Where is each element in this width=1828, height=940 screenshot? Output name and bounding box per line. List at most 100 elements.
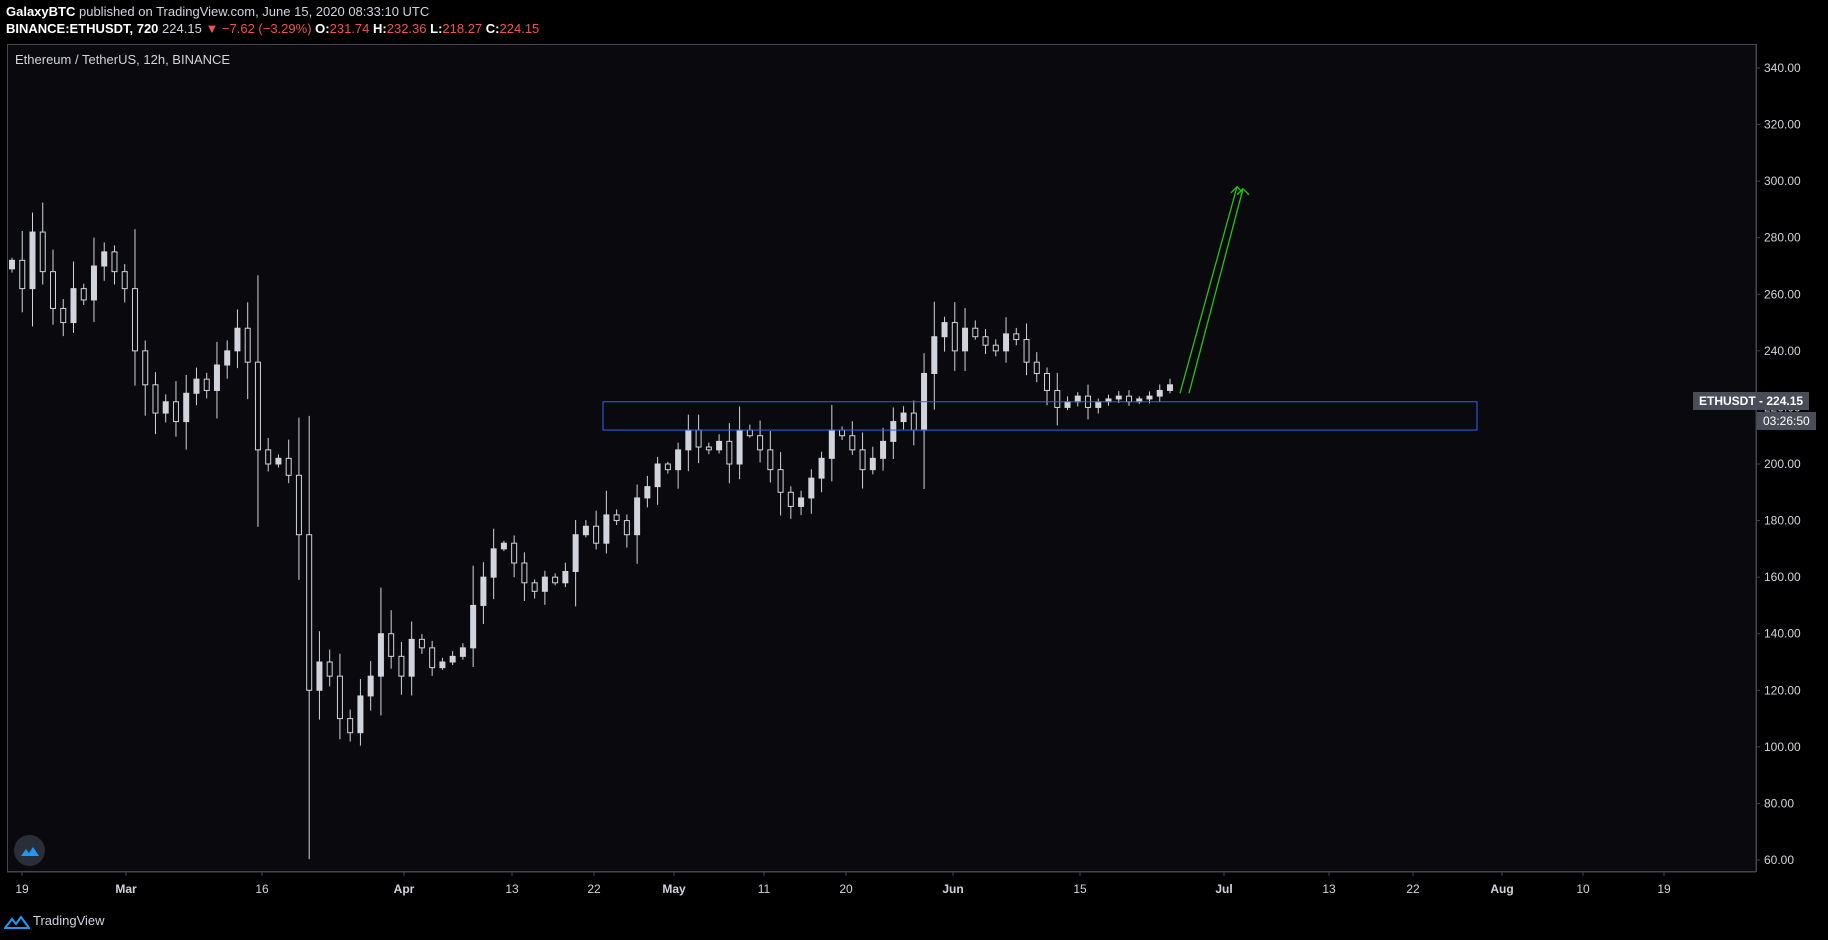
candle-body (859, 449, 866, 471)
candle-body (972, 327, 979, 338)
tradingview-logo-badge[interactable] (14, 835, 45, 866)
candle-body (244, 327, 251, 363)
time-tick-label: 19 (1657, 882, 1671, 896)
footer-bar (0, 908, 1828, 940)
time-tick-label: Mar (115, 882, 137, 896)
candle-body (459, 647, 466, 657)
candle-body (306, 534, 313, 691)
price-tick-label: 180.00 (1764, 514, 1801, 528)
candle-body (818, 457, 825, 479)
last-price: 224.15 (162, 21, 202, 36)
candle-body (787, 491, 794, 507)
time-axis[interactable]: 19 Mar 16 Apr 13 22 May 11 20 Jun 15 Jul 13 22 Aug 10 19 (15, 872, 1671, 896)
candle-body (828, 429, 835, 459)
candle-body (408, 638, 415, 677)
candle-body (941, 322, 948, 338)
candle-body (285, 457, 292, 476)
price-tag-value: 224.15 (1766, 394, 1804, 408)
candle-body (705, 446, 712, 451)
candle-body (634, 497, 641, 536)
candle-body (234, 327, 241, 352)
high-value: 232.36 (386, 21, 427, 36)
candle-body (193, 378, 200, 394)
time-tick-label: 20 (839, 882, 853, 896)
candle-body (880, 440, 887, 459)
price-tick-label: 200.00 (1764, 457, 1801, 471)
candle-body (90, 265, 97, 301)
candle-body (500, 542, 507, 550)
candle-body (962, 327, 969, 352)
candle-body (29, 231, 36, 290)
open-value: 231.74 (329, 21, 370, 36)
publisher-name[interactable]: GalaxyBTC (6, 4, 76, 19)
symbol-label: BINANCE:ETHUSDT, 720 (6, 21, 159, 36)
time-tick-label: 15 (1073, 882, 1087, 896)
candle-body (951, 322, 958, 352)
candle-body (213, 364, 220, 391)
time-tick-label: 13 (505, 882, 519, 896)
candle-body (849, 435, 856, 451)
candle-body (388, 633, 395, 657)
price-tag-symbol: ETHUSDT (1699, 394, 1756, 408)
candle-body (572, 534, 579, 572)
candle-body (275, 457, 282, 465)
candle-body (511, 542, 518, 564)
candle-body (716, 440, 723, 451)
candle-body (316, 661, 323, 691)
price-tick-label: 120.00 (1764, 683, 1801, 697)
candle-body (326, 661, 333, 677)
candle-body (60, 307, 67, 324)
low-value: 218.27 (442, 21, 483, 36)
bar-countdown: 03:26:50 (1757, 412, 1816, 430)
candle-body (664, 463, 671, 471)
candle-body (101, 251, 108, 267)
projection-arrow-line (1188, 188, 1244, 394)
candle-body (203, 378, 210, 391)
candle-body (746, 429, 753, 437)
symbol-price-tag: ETHUSDT - 224.15 (1693, 392, 1810, 410)
tradingview-logo-icon (4, 915, 30, 929)
candle-body (265, 449, 272, 465)
time-tick-label: 11 (758, 882, 771, 896)
price-axis[interactable]: 340.00320.00300.00280.00260.00240.00220.… (1756, 61, 1801, 867)
candle-body (142, 350, 149, 386)
candle-body (224, 350, 231, 366)
candle-body (613, 514, 620, 522)
candle-body (982, 336, 989, 346)
time-tick-label: May (662, 882, 686, 896)
candle-body (1003, 333, 1010, 352)
candle-body (726, 440, 733, 465)
time-tick-label: Aug (1490, 882, 1513, 896)
candle-body (736, 429, 743, 465)
price-tick-label: 300.00 (1764, 174, 1801, 188)
candle-body (1156, 389, 1163, 397)
open-label: O: (315, 21, 330, 36)
candle-body (347, 718, 354, 734)
footer-brand[interactable]: TradingView (33, 913, 105, 928)
candle-body (552, 576, 559, 584)
high-label: H: (373, 21, 387, 36)
candle-body (777, 469, 784, 493)
candle-body (1054, 389, 1061, 408)
candle-body (172, 401, 179, 423)
candle-body (767, 449, 774, 471)
time-tick-label: Jul (1215, 882, 1232, 896)
price-tick-label: 260.00 (1764, 287, 1801, 301)
candle-body (439, 661, 446, 669)
candle-body (1167, 384, 1173, 391)
price-tick-label: 140.00 (1764, 627, 1801, 641)
candle-body (593, 525, 600, 544)
candle-body (992, 344, 999, 352)
support-zone-box[interactable] (602, 401, 1478, 431)
close-label: C: (485, 21, 500, 36)
header-bar: GalaxyBTC published on TradingView.com, … (0, 0, 1828, 44)
candle-body (582, 525, 589, 536)
candle-body (80, 288, 87, 301)
candle-body (1074, 395, 1081, 403)
candle-body (131, 288, 138, 352)
candle-body (890, 421, 897, 442)
candle-body (654, 463, 661, 488)
candle-body (49, 271, 56, 309)
candle-body (336, 675, 343, 720)
